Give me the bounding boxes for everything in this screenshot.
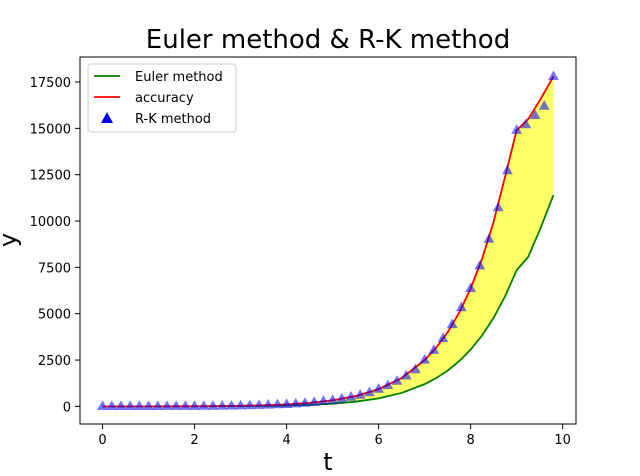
rk-point [299,397,311,407]
rk-point [179,400,191,410]
plot-area: 0 2 4 6 8 10 0 2500 5000 7500 10000 12500 15000 17500 [30,56,577,448]
legend-label: Euler method [135,70,223,85]
chart-title: Euler method & R-K method [146,25,510,55]
legend-marker-rk-method [101,112,113,123]
rk-point [410,363,421,374]
rk-point [152,400,164,410]
y-tick-label: 12500 [30,169,71,184]
rk-point [271,398,283,409]
rk-point [511,124,523,134]
rk-point [198,400,210,410]
rk-point [327,394,339,404]
rk-point [502,164,513,175]
rk-point [106,400,118,410]
rk-point [115,400,127,410]
rk-point [253,399,265,409]
rk-point [483,233,495,243]
legend: Euler method accuracy R-K method [87,63,237,133]
x-tick-label: 10 [554,433,571,448]
x-tick-label: 8 [466,433,474,448]
rk-point [456,301,467,312]
rk-point [364,386,375,397]
x-tick-label: 4 [282,433,290,448]
y-tick-label: 7500 [38,261,71,276]
x-axis-label: t [323,448,332,476]
rk-point [373,383,385,393]
rk-point [124,400,136,410]
rk-point [419,354,431,364]
rk-point [336,392,348,403]
rk-point [529,109,541,119]
rk-point [290,397,302,408]
x-tick-label: 0 [98,433,106,448]
rk-point [97,400,108,410]
rk-point [308,396,320,406]
rk-point [538,100,550,110]
legend-label: R-K method [135,112,211,127]
rk-point [345,391,357,401]
y-tick-label: 17500 [30,76,71,91]
rk-point [354,389,366,399]
rk-point [281,398,292,408]
rk-point [391,375,403,385]
rk-point [170,400,182,410]
rk-point [474,259,486,270]
rk-point [548,70,559,81]
series-line-accuracy [102,76,555,408]
rk-point [437,332,449,343]
x-tick-label: 6 [374,433,382,448]
rk-point [446,318,458,329]
y-axis-label: y [0,233,22,247]
rk-point [492,201,504,212]
rk-point [225,399,237,410]
y-tick-label: 2500 [38,354,71,369]
rk-point [382,379,394,390]
y-tick-label: 5000 [38,308,71,323]
rk-point [216,400,228,410]
rk-point [235,399,246,410]
legend-label: accuracy [135,91,194,106]
rk-point [143,400,154,410]
rk-point [244,399,256,410]
y-tick-label: 10000 [30,215,71,230]
rk-point [400,369,412,380]
rk-point [520,118,532,129]
rk-point [428,344,440,354]
rk-point [161,400,173,410]
axes-frame [79,56,577,425]
rk-point [317,395,329,405]
rk-point [133,400,145,410]
rk-point [207,400,219,410]
rk-point [262,399,274,409]
rk-point [189,400,200,410]
y-tick-label: 0 [63,400,71,415]
rk-point [465,282,477,293]
y-tick-label: 15000 [30,122,71,137]
legend-box [87,63,237,133]
x-tick-label: 2 [190,433,198,448]
